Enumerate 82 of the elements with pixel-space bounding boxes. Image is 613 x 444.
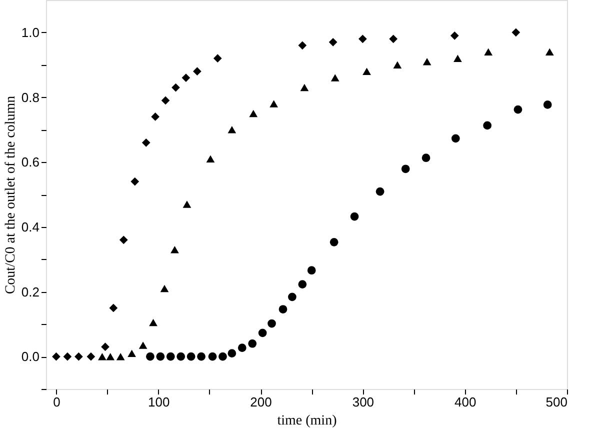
point <box>213 54 222 63</box>
point <box>197 352 206 361</box>
y-axis-title: Cout/C0 at the outlet of the column <box>3 96 18 294</box>
point <box>393 61 402 68</box>
point <box>376 187 384 196</box>
y-tick-label: 0.6 <box>21 154 40 170</box>
point <box>101 342 110 352</box>
point <box>146 352 154 361</box>
y-tick-label: 0.4 <box>21 219 40 234</box>
point <box>248 339 257 348</box>
point <box>258 328 267 338</box>
point <box>330 238 338 246</box>
point <box>249 110 258 118</box>
point <box>63 352 72 361</box>
point <box>149 318 158 326</box>
x-tick-label: 100 <box>148 394 170 410</box>
point <box>74 352 83 361</box>
point <box>106 352 115 360</box>
point <box>328 38 338 46</box>
point <box>98 352 106 360</box>
point <box>268 319 276 328</box>
point <box>270 100 278 108</box>
point <box>109 304 118 312</box>
x-tick-label: 0 <box>53 394 60 410</box>
point <box>401 164 410 174</box>
point <box>160 284 169 292</box>
point <box>278 305 288 314</box>
point <box>116 352 125 360</box>
point <box>161 96 170 105</box>
point <box>350 212 359 221</box>
point <box>484 48 493 56</box>
point <box>228 126 236 134</box>
text: 1.0 <box>21 24 40 40</box>
x-tick-label: 400 <box>454 394 476 410</box>
point <box>193 67 202 76</box>
point <box>238 344 246 352</box>
point <box>422 58 432 66</box>
point <box>330 74 340 82</box>
point <box>298 280 307 288</box>
point <box>514 105 522 114</box>
point <box>358 34 367 44</box>
point <box>142 138 150 147</box>
point <box>543 100 552 109</box>
point <box>182 200 192 208</box>
point <box>128 350 136 357</box>
point <box>86 352 96 361</box>
point <box>208 352 217 361</box>
x-tick-label: 200 <box>250 394 272 410</box>
point <box>186 352 196 361</box>
point <box>454 54 462 62</box>
point <box>172 83 180 92</box>
point <box>176 352 186 361</box>
x-tick-label: 500 <box>546 394 568 410</box>
point <box>166 352 175 361</box>
point <box>545 48 554 56</box>
point <box>206 155 215 162</box>
y-tick-label: 0.2 <box>21 284 40 300</box>
y-tick-label: 0.8 <box>21 90 40 105</box>
point <box>298 41 307 50</box>
point <box>119 236 128 244</box>
point <box>156 352 165 361</box>
point <box>130 177 140 186</box>
point <box>300 84 309 92</box>
point <box>170 246 179 254</box>
point <box>288 292 296 302</box>
point <box>138 342 148 349</box>
point <box>362 68 371 75</box>
point <box>52 352 60 361</box>
x-axis-title: time (min) <box>277 414 338 428</box>
point <box>218 352 227 361</box>
point <box>151 112 160 121</box>
point <box>512 28 520 37</box>
point <box>451 134 460 143</box>
point <box>450 31 459 40</box>
point <box>389 34 398 44</box>
point <box>483 121 492 130</box>
text: 0.0 <box>21 349 40 364</box>
point <box>228 349 236 358</box>
point <box>182 74 190 82</box>
point <box>307 266 316 275</box>
x-tick-label: 300 <box>352 394 374 410</box>
point <box>422 154 430 162</box>
